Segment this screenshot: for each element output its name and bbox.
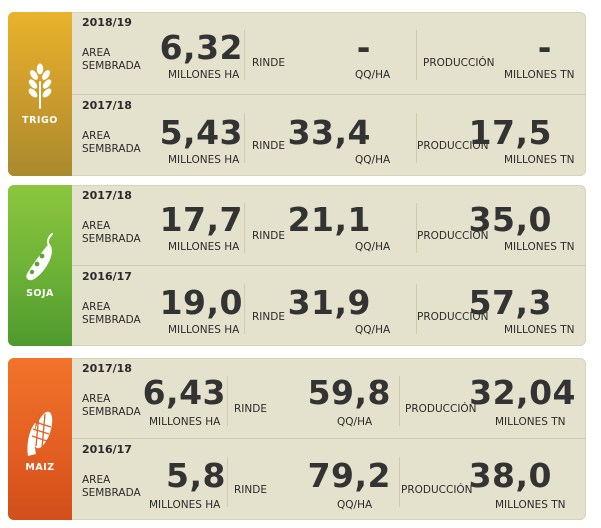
divider	[227, 457, 228, 507]
area-value: 17,7	[159, 200, 243, 239]
area-value: 6,32	[159, 28, 243, 67]
rinde-value: 33,4	[287, 113, 371, 152]
area-unit: MILLONES HA	[168, 154, 240, 166]
divider	[416, 203, 417, 253]
produccion-label: PRODUCCIÓN	[405, 403, 477, 415]
produccion-label: PRODUCCIÓN	[417, 230, 489, 242]
data-row: 2017/18 AREA SEMBRADA 6,43 MILLONES HA RI…	[72, 358, 586, 438]
produccion-unit: MILLONES TN	[504, 154, 575, 166]
data-row: 2016/17 AREA SEMBRADA 19,0 MILLONES HA RI…	[72, 265, 586, 346]
area-label: AREA SEMBRADA	[82, 393, 141, 418]
area-label: AREA SEMBRADA	[82, 474, 141, 499]
rinde-label: RINDE	[234, 484, 267, 496]
produccion-value: 32,04	[469, 373, 576, 412]
rinde-unit: QQ/HA	[355, 69, 391, 81]
rinde-value: 21,1	[287, 200, 371, 239]
divider	[244, 30, 245, 80]
rinde-value: 79,2	[307, 456, 391, 495]
divider	[416, 113, 417, 163]
produccion-value: 57,3	[468, 283, 552, 322]
area-value: 19,0	[159, 283, 243, 322]
rinde-unit: QQ/HA	[355, 154, 391, 166]
campaign-year: 2016/17	[82, 270, 132, 283]
divider	[416, 30, 417, 80]
produccion-value: 17,5	[468, 113, 552, 152]
area-value: 6,43	[142, 373, 226, 412]
rinde-label: RINDE	[234, 403, 267, 415]
produccion-value: 35,0	[468, 200, 552, 239]
rinde-unit: QQ/HA	[337, 416, 373, 428]
area-value: 5,8	[166, 456, 226, 495]
campaign-year: 2017/18	[82, 189, 132, 202]
rinde-value: -	[356, 28, 371, 67]
crop-panel-trigo: TRIGO 2018/19 AREA SEMBRADA 6,32 MILLONES…	[8, 12, 586, 176]
soybean-icon	[26, 233, 53, 281]
rinde-label: RINDE	[252, 140, 285, 152]
campaign-year: 2018/19	[82, 16, 132, 29]
area-unit: MILLONES HA	[168, 324, 240, 336]
rinde-label: RINDE	[252, 230, 285, 242]
divider	[244, 203, 245, 253]
produccion-unit: MILLONES TN	[504, 69, 575, 81]
rinde-unit: QQ/HA	[355, 241, 391, 253]
data-row: 2017/18 AREA SEMBRADA 5,43 MILLONES HA RI…	[72, 94, 586, 176]
produccion-value: -	[537, 28, 552, 67]
rinde-unit: QQ/HA	[337, 499, 373, 511]
rinde-unit: QQ/HA	[355, 324, 391, 336]
produccion-unit: MILLONES TN	[504, 324, 575, 336]
produccion-value: 38,0	[468, 456, 552, 495]
data-row: 2018/19 AREA SEMBRADA 6,32 MILLONES HA RI…	[72, 12, 586, 94]
area-unit: MILLONES HA	[168, 69, 240, 81]
area-unit: MILLONES HA	[168, 241, 240, 253]
area-label: AREA SEMBRADA	[82, 301, 141, 326]
rinde-label: RINDE	[252, 57, 285, 69]
campaign-year: 2017/18	[82, 99, 132, 112]
produccion-unit: MILLONES TN	[495, 416, 566, 428]
divider	[227, 376, 228, 426]
produccion-label: PRODUCCIÓN	[401, 484, 473, 496]
wheat-icon	[28, 63, 52, 109]
rinde-value: 31,9	[287, 283, 371, 322]
area-label: AREA SEMBRADA	[82, 220, 141, 245]
crop-name: TRIGO	[22, 114, 58, 126]
produccion-label: PRODUCCIÓN	[417, 140, 489, 152]
divider	[244, 284, 245, 334]
campaign-year: 2017/18	[82, 362, 132, 375]
crop-panel-maiz: MAIZ 2017/18 AREA SEMBRADA 6,43 MILLONES …	[8, 358, 586, 520]
produccion-unit: MILLONES TN	[504, 241, 575, 253]
data-row: 2017/18 AREA SEMBRADA 17,7 MILLONES HA RI…	[72, 185, 586, 265]
crop-name: SOJA	[26, 288, 54, 299]
produccion-label: PRODUCCIÓN	[417, 311, 489, 323]
crop-name: MAIZ	[25, 461, 55, 473]
campaign-year: 2016/17	[82, 443, 132, 456]
area-value: 5,43	[159, 113, 243, 152]
corn-icon	[27, 411, 53, 456]
crop-sidebar-trigo: TRIGO	[8, 12, 72, 176]
divider	[244, 113, 245, 163]
area-unit: MILLONES HA	[149, 416, 221, 428]
rinde-value: 59,8	[307, 373, 391, 412]
produccion-unit: MILLONES TN	[495, 499, 566, 511]
divider	[399, 457, 400, 507]
crop-sidebar-maiz: MAIZ	[8, 358, 72, 520]
produccion-label: PRODUCCIÓN	[423, 57, 495, 69]
data-row: 2016/17 AREA SEMBRADA 5,8 MILLONES HA RIN…	[72, 438, 586, 520]
area-label: AREA SEMBRADA	[82, 47, 141, 72]
crop-sidebar-soja: SOJA	[8, 185, 72, 346]
area-label: AREA SEMBRADA	[82, 130, 141, 155]
crop-panel-soja: SOJA 2017/18 AREA SEMBRADA 17,7 MILLONES …	[8, 185, 586, 346]
divider	[416, 284, 417, 334]
divider	[399, 376, 400, 426]
rinde-label: RINDE	[252, 311, 285, 323]
area-unit: MILLONES HA	[149, 499, 221, 511]
